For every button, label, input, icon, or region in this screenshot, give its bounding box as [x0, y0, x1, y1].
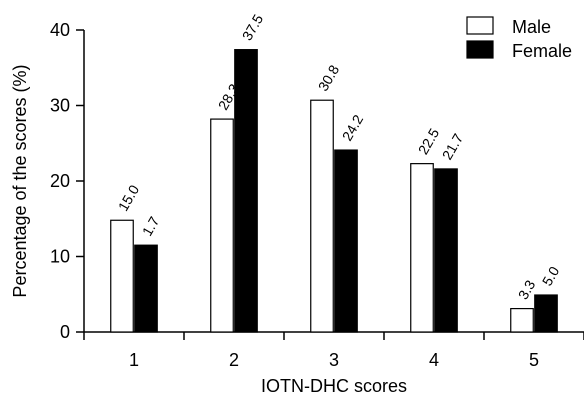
bar-female-3	[334, 149, 358, 333]
bar-female-5	[534, 294, 558, 333]
x-tick-label: 4	[429, 350, 439, 370]
y-tick-label: 30	[50, 96, 70, 116]
y-axis-title: Percentage of the scores (%)	[10, 64, 30, 297]
y-tick-label: 10	[50, 247, 70, 267]
bar-male-5	[510, 307, 534, 333]
legend-label-female: Female	[512, 41, 572, 61]
data-label-female-4: 21.7	[439, 131, 467, 163]
bar-male-4	[410, 163, 434, 333]
legend-label-male: Male	[512, 17, 551, 37]
x-axis: 1 2 3 4 5	[83, 331, 584, 370]
bar-female-4	[434, 168, 458, 333]
bar-male-2	[210, 118, 234, 333]
data-label-female-1: 1.7	[139, 214, 163, 239]
x-tick-label: 3	[329, 350, 339, 370]
x-tick-label: 1	[129, 350, 139, 370]
data-label-female-2: 37.5	[239, 11, 267, 43]
bar-female-1	[134, 244, 158, 333]
legend: Male Female	[466, 16, 572, 61]
bars	[110, 49, 558, 333]
data-label-male-1: 15.0	[115, 182, 143, 214]
legend-swatch-male	[466, 16, 494, 35]
y-axis: 0 10 20 30 40	[50, 20, 85, 342]
data-label-male-4: 22.5	[415, 125, 443, 157]
y-tick-label: 40	[50, 20, 70, 40]
y-tick-label: 0	[60, 322, 70, 342]
legend-swatch-female	[466, 40, 494, 59]
x-axis-title: IOTN-DHC scores	[261, 376, 407, 396]
data-label-male-3: 30.8	[315, 62, 343, 94]
x-tick-label: 2	[229, 350, 239, 370]
bar-female-2	[234, 49, 258, 333]
data-label-female-3: 24.2	[339, 112, 367, 144]
bar-male-1	[110, 219, 134, 333]
y-tick-label: 20	[50, 171, 70, 191]
bar-male-3	[310, 99, 334, 333]
x-tick-label: 5	[529, 350, 539, 370]
data-label-female-5: 5.0	[539, 263, 563, 288]
